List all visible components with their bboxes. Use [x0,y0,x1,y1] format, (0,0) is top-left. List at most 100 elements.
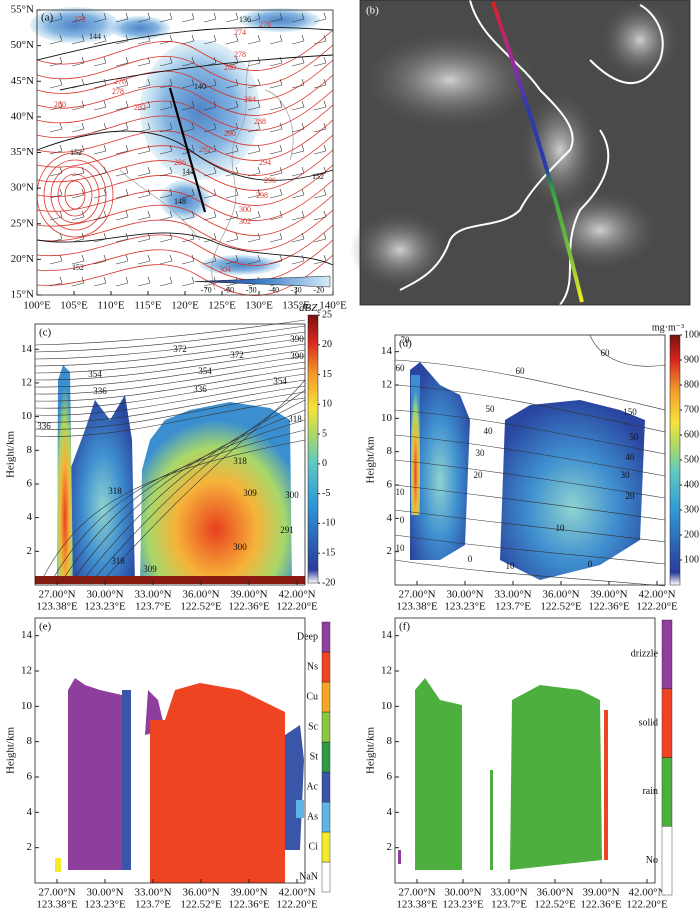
colorbar-unit: mg·m⁻³ [652,322,684,333]
height-contour [59,54,334,91]
y-axis-label: Height/km [365,436,377,483]
wind-barb [49,56,63,67]
x-tick-label: 36.00°N [542,589,579,601]
wind-barb [313,78,327,89]
wind-barb [71,144,85,155]
contour-label: 354 [88,369,102,379]
cloud-type-field [296,800,304,818]
wind-barb [269,100,283,111]
colorbar-tick-label: 10 [322,399,332,410]
cloud-type-field [150,683,285,883]
contour-label: 60 [516,366,526,376]
wind-barb [93,254,107,265]
wind-barb [159,210,173,221]
colorbar-segment [661,619,673,689]
x-tick-label: 140°E [319,300,347,312]
wind-barb [49,144,63,155]
y-tick-label: 2 [27,545,33,557]
contour-label: 60 [396,363,406,373]
cloud-brightness [600,0,680,80]
x-tick-label: 33.00°N [134,589,171,601]
wind-barb [225,254,239,265]
x-tick-label: 115°E [134,300,161,312]
water-field [500,400,645,580]
x-tick-label: 120°E [171,300,199,312]
wind-barb [247,12,261,23]
x-tick-label: 122.36°E [588,601,630,613]
y-tick-label: 14 [381,345,393,357]
cloud-brightness [350,210,450,290]
colorbar-class-label: As [307,811,318,822]
wind-barb [247,122,261,133]
isentrope-contour [39,439,306,585]
plot-frame [34,323,306,586]
wind-barb [225,56,239,67]
x-tick-label: 122.52°E [540,601,582,613]
contour-label: 300 [285,490,299,500]
wind-barb [93,78,107,89]
wind-barb [181,56,195,67]
wind-barb [71,254,85,265]
wind-barb [225,78,239,89]
isentrope-contour [36,224,334,266]
wind-barb [137,188,151,199]
plot-frame [394,334,666,586]
contour-label: 40 [626,452,636,462]
wind-barb [291,144,305,155]
cloud-type-field [68,678,122,870]
isentrope-contour [34,379,306,416]
contour-label: 298 [256,191,268,200]
y-tick-label: 12 [21,376,32,388]
y-tick-label: 14 [381,629,393,641]
contour-label: 10 [506,561,516,571]
colorbar-class-label: Ns [307,661,318,672]
colorbar-tick-label: -10 [322,518,335,529]
x-tick-label: 30.00°N [444,887,481,899]
x-tick-label: 39.00°N [230,887,267,899]
wind-barb [93,144,107,155]
contour-label: 10 [396,543,406,553]
y-tick-label: 6 [387,479,393,491]
contour-label: 20 [626,491,636,501]
wind-barb [159,254,173,265]
wind-barb [203,188,217,199]
contour-label: 390 [290,334,304,344]
x-tick-label: 33.00°N [490,887,527,899]
contour-label: 0 [400,515,405,525]
colorbar-unit: dBZe [299,302,321,315]
y-axis-label: Height/km [5,431,17,478]
colorbar-class-label: Cu [306,691,318,702]
isentrope-contour [89,389,306,585]
wind-barb [115,122,129,133]
temperature-contour [589,334,666,367]
wind-barb [49,12,63,23]
wind-barb [313,254,327,265]
contour-label: 50 [630,432,640,442]
x-tick-label: 123.23°E [84,601,126,613]
colorbar-tick-label: 25 [322,309,332,320]
wind-barb [225,144,239,155]
temperature-contour [394,509,666,543]
water-field [410,362,470,560]
isentrope-contour [36,179,334,221]
wind-barb [247,100,261,111]
isentrope-contour [34,397,306,437]
isentrope-contour [34,355,306,388]
wind-barb [93,12,107,23]
colorbar-tick-label: -20 [322,577,335,588]
contour-label: 288 [254,117,266,126]
wind-barb [269,232,283,243]
wind-barb [115,254,129,265]
wind-barb [313,122,327,133]
wind-barb [247,56,261,67]
contour-label: 294 [259,158,271,167]
panel-label: (d) [399,338,412,350]
wind-barb [291,56,305,67]
y-tick-label: 4 [387,806,393,818]
cloud-type-field [55,858,61,872]
isentrope-contour [36,74,334,116]
isentrope-contour [36,119,334,161]
colorbar-class-label: Ci [309,841,319,852]
y-tick-label: 40°N [11,110,34,122]
colorbar-tick-label: 5 [322,428,327,439]
